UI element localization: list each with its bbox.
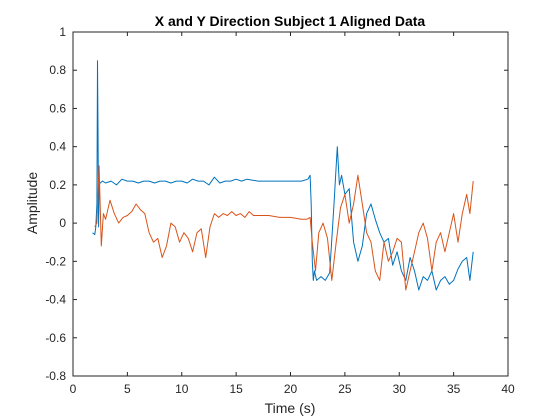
x-tick-label: 35 xyxy=(447,382,461,396)
x-tick-label: 5 xyxy=(124,382,131,396)
x-tick-label: 15 xyxy=(229,382,243,396)
y-tick-label: 0.4 xyxy=(49,140,66,154)
y-tick-label: 0.8 xyxy=(49,63,66,77)
y-tick-label: 0.6 xyxy=(49,101,66,115)
y-tick-label: 1 xyxy=(59,25,66,39)
y-tick-label: -0.6 xyxy=(45,331,66,345)
y-tick-label: -0.8 xyxy=(45,369,66,383)
chart-title: X and Y Direction Subject 1 Aligned Data xyxy=(155,13,426,29)
x-tick-label: 0 xyxy=(70,382,77,396)
y-axis-title: Amplitude xyxy=(24,172,40,234)
y-tick-label: 0 xyxy=(59,216,66,230)
axes-background xyxy=(73,32,508,376)
x-tick-label: 20 xyxy=(284,382,298,396)
x-tick-label: 10 xyxy=(175,382,189,396)
y-tick-label: -0.2 xyxy=(45,254,66,268)
x-tick-label: 40 xyxy=(501,382,515,396)
y-tick-label: 0.2 xyxy=(49,178,66,192)
x-axis-title: Time (s) xyxy=(265,400,316,416)
x-tick-label: 30 xyxy=(393,382,407,396)
y-tick-label: -0.4 xyxy=(45,293,66,307)
ticks-layer: 0 5 10 15 20 25 30 35 40 -0.8 -0.6 -0.4 -0.2 0 0.2 0.4 0… xyxy=(45,25,515,396)
series-layer xyxy=(92,60,474,291)
series-line-1 xyxy=(92,60,474,291)
x-tick-label: 25 xyxy=(338,382,352,396)
plot-area xyxy=(73,32,508,376)
series-line-2 xyxy=(94,165,474,291)
